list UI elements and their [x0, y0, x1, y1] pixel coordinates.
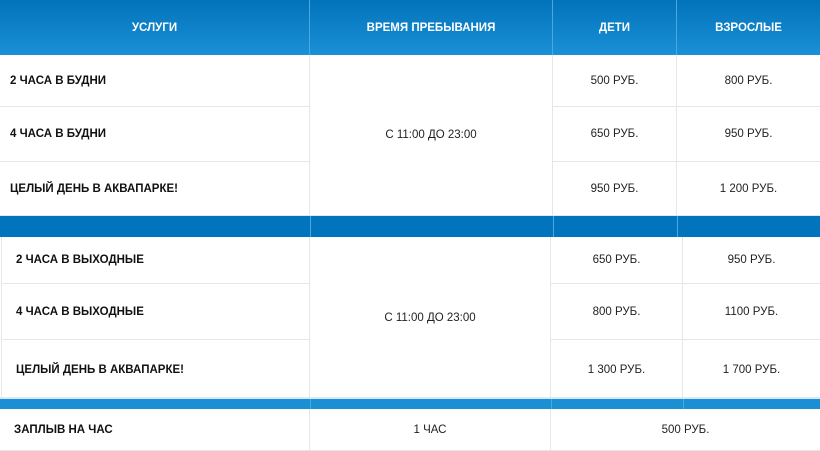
service-cell: 2 ЧАСА В БУДНИ	[0, 55, 310, 107]
time-cell: С 11:00 ДО 23:00	[310, 55, 553, 216]
service-cell: ЦЕЛЫЙ ДЕНЬ В АКВАПАРКЕ!	[0, 162, 310, 216]
kids-price: 1 300 РУБ.	[551, 340, 683, 400]
adults-price: 1 200 РУБ.	[677, 162, 820, 216]
kids-price: 950 РУБ.	[553, 162, 677, 216]
time-cell: С 11:00 ДО 23:00	[310, 237, 551, 400]
adults-price: 1100 РУБ.	[683, 284, 820, 340]
kids-price: 500 РУБ.	[553, 55, 677, 107]
kids-price: 650 РУБ.	[553, 107, 677, 162]
kids-price: 800 РУБ.	[551, 284, 683, 340]
service-cell: 4 ЧАСА В БУДНИ	[0, 107, 310, 162]
service-cell: ЦЕЛЫЙ ДЕНЬ В АКВАПАРКЕ!	[1, 340, 310, 400]
service-cell: 2 ЧАСА В ВЫХОДНЫЕ	[1, 237, 310, 284]
header-kids: ДЕТИ	[553, 0, 677, 55]
header-services: УСЛУГИ	[0, 0, 310, 55]
adults-price: 950 РУБ.	[683, 237, 820, 284]
swim-service: ЗАПЛЫВ НА ЧАС	[0, 409, 310, 451]
swim-time: 1 ЧАС	[310, 409, 551, 451]
adults-price: 1 700 РУБ.	[683, 340, 820, 400]
adults-price: 950 РУБ.	[677, 107, 820, 162]
swim-price: 500 РУБ.	[551, 409, 820, 451]
header-adults: ВЗРОСЛЫЕ	[677, 0, 820, 55]
separator-band	[0, 216, 820, 237]
separator-band	[0, 397, 820, 409]
service-cell: 4 ЧАСА В ВЫХОДНЫЕ	[1, 284, 310, 340]
kids-price: 650 РУБ.	[551, 237, 683, 284]
header-time: ВРЕМЯ ПРЕБЫВАНИЯ	[310, 0, 553, 55]
adults-price: 800 РУБ.	[677, 55, 820, 107]
